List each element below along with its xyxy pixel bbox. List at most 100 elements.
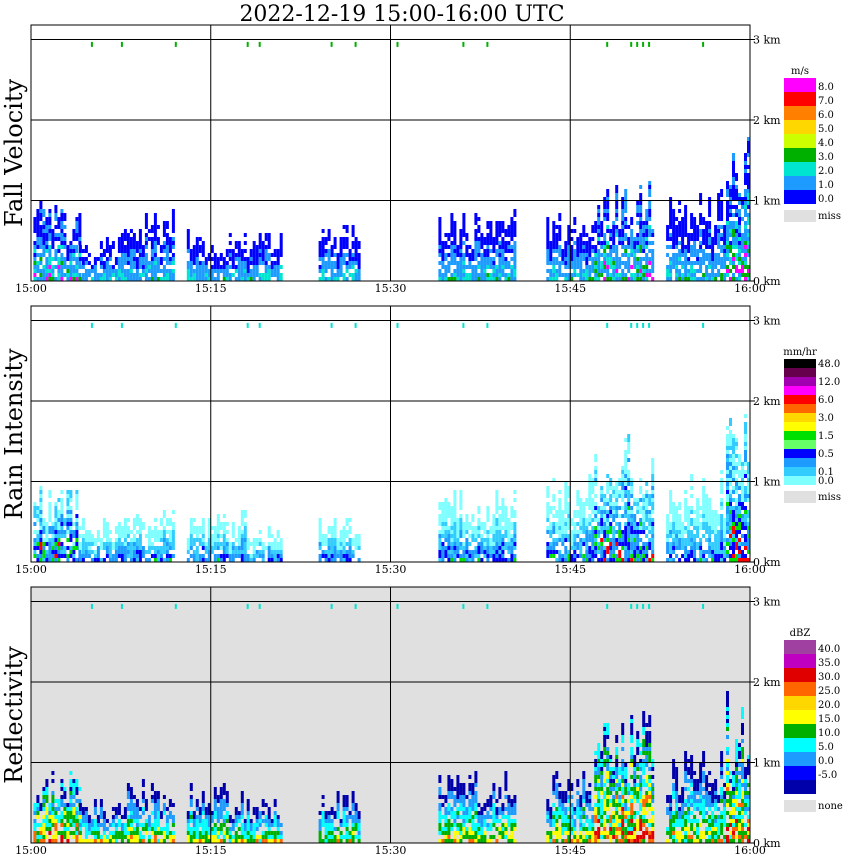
echo-cell (495, 554, 499, 558)
echo-cell (168, 245, 172, 249)
echo-cell (351, 261, 355, 265)
echo-cell (585, 534, 589, 538)
echo-cell (738, 494, 741, 498)
echo-cell (624, 462, 628, 466)
echo-cell (666, 273, 670, 277)
echo-cell (105, 542, 109, 546)
echo-cell (339, 245, 343, 249)
echo-cell (39, 506, 43, 510)
echo-cell (156, 546, 160, 550)
echo-cell (279, 277, 283, 281)
echo-cell (33, 839, 37, 843)
echo-cell (186, 811, 190, 815)
echo-cell (462, 225, 466, 229)
echo-cell (159, 522, 163, 526)
echo-cell (42, 273, 46, 277)
echo-cell (36, 542, 40, 546)
echo-cell (564, 486, 568, 490)
echo-cell (570, 538, 574, 542)
echo-cell (66, 839, 70, 843)
echo-cell (672, 506, 676, 510)
echo-cell (108, 546, 112, 550)
echo-cell (702, 518, 706, 522)
echo-cell (501, 265, 505, 269)
echo-cell (249, 554, 253, 558)
echo-cell (627, 482, 631, 486)
echo-cell (552, 542, 556, 546)
y-axis-label: Fall Velocity (0, 79, 28, 228)
echo-cell (603, 530, 607, 534)
echo-cell (114, 542, 118, 546)
echo-cell (705, 558, 709, 562)
echo-cell (747, 185, 750, 189)
echo-cell (705, 538, 709, 542)
echo-cell (39, 277, 43, 281)
echo-cell (222, 534, 226, 538)
echo-cell (684, 233, 688, 237)
echo-cell (57, 249, 61, 253)
echo-cell (63, 241, 67, 245)
echo-cell (132, 831, 136, 835)
echo-cell (45, 265, 49, 269)
echo-cell (744, 454, 747, 458)
echo-cell (216, 534, 220, 538)
echo-cell (264, 265, 268, 269)
echo-cell (99, 542, 103, 546)
echo-cell (36, 510, 40, 514)
echo-cell (93, 261, 97, 265)
echo-cell (465, 514, 469, 518)
echo-cell (582, 277, 586, 281)
echo-cell (48, 265, 52, 269)
echo-cell (132, 839, 136, 843)
echo-cell (669, 510, 673, 514)
echo-cell (651, 249, 655, 253)
echo-cell (597, 221, 601, 225)
echo-cell (744, 157, 747, 161)
echo-cell (615, 502, 619, 506)
echo-cell (240, 823, 244, 827)
echo-cell (642, 237, 646, 241)
echo-cell (318, 558, 322, 562)
echo-cell (627, 237, 631, 241)
echo-cell (189, 827, 193, 831)
echo-cell (672, 225, 676, 229)
echo-cell (216, 839, 220, 843)
echo-cell (57, 233, 61, 237)
echo-cell (240, 799, 244, 803)
echo-cell (138, 815, 142, 819)
echo-cell (720, 233, 724, 237)
echo-cell (42, 827, 46, 831)
echo-cell (573, 530, 577, 534)
echo-cell (669, 197, 673, 201)
echo-cell (117, 269, 121, 273)
echo-cell (570, 542, 574, 546)
echo-field (33, 691, 750, 843)
echo-cell (711, 550, 715, 554)
echo-cell (474, 233, 478, 237)
echo-cell (552, 522, 556, 526)
echo-cell (495, 510, 499, 514)
echo-cell (237, 835, 241, 839)
echo-cell (330, 277, 334, 281)
echo-cell (213, 542, 217, 546)
echo-cell (585, 253, 589, 257)
echo-cell (720, 257, 724, 261)
echo-cell (114, 277, 118, 281)
echo-cell (735, 197, 738, 201)
echo-cell (453, 498, 457, 502)
echo-cell (723, 530, 727, 534)
echo-cell (696, 526, 700, 530)
colorbar-swatch (784, 431, 816, 440)
echo-cell (357, 257, 361, 261)
echo-cell (729, 418, 732, 422)
echo-cell (600, 550, 604, 554)
echo-cell (621, 494, 625, 498)
echo-cell (279, 546, 283, 550)
echo-cell (465, 249, 469, 253)
echo-cell (213, 538, 217, 542)
echo-cell (747, 498, 750, 502)
echo-cell (711, 257, 715, 261)
echo-cell (696, 269, 700, 273)
echo-cell (504, 546, 508, 550)
echo-cell (714, 257, 718, 261)
